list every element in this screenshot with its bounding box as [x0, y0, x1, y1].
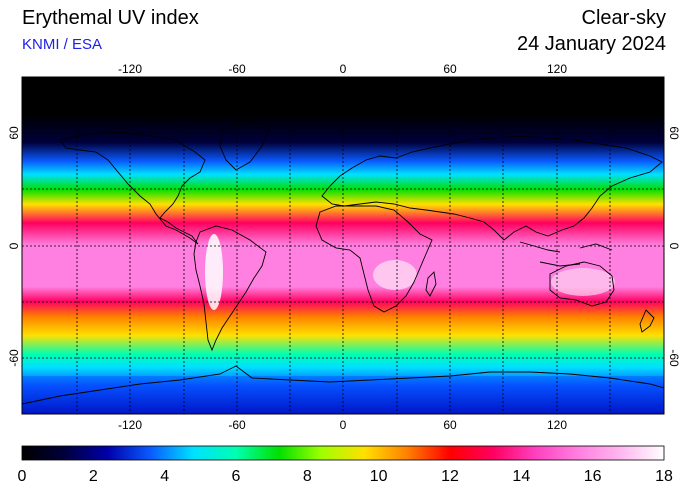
coast-antarctica	[22, 365, 664, 405]
lon-label-top-120: 120	[547, 62, 567, 76]
colorbar-label: 0	[18, 468, 27, 485]
graticule	[22, 77, 664, 414]
lon-label-top-0: 0	[340, 62, 347, 76]
colorbar-label: 4	[160, 468, 169, 485]
map-title: Erythemal UV index	[22, 7, 199, 29]
colorbar-label: 8	[303, 468, 312, 485]
lon-label-top-60: 60	[443, 62, 457, 76]
colorbar-label: 6	[232, 468, 241, 485]
lon-label-top-minus-120: -120	[118, 62, 142, 76]
lon-label-bottom-minus-120: -120	[118, 418, 142, 432]
colorbar-label: 18	[655, 468, 673, 485]
colorbar-label: 2	[89, 468, 98, 485]
colorbar-label: 16	[584, 468, 602, 485]
lat-label-right-0: 0	[667, 243, 681, 250]
lat-label-right-minus-60: -60	[667, 349, 681, 367]
coast-new-zealand	[639, 309, 655, 333]
andes-uv-peak	[205, 234, 223, 310]
coast-eurasia	[321, 135, 663, 241]
africa-uv-peak	[373, 260, 417, 290]
lon-label-bottom-120: 120	[547, 418, 567, 432]
colorbar-label: 14	[512, 468, 530, 485]
colorbar-label: 12	[441, 468, 459, 485]
lon-label-bottom-minus-60: -60	[228, 418, 246, 432]
colorbar-labels: 0 2 4 6 8 10 12 14 16 18	[18, 468, 673, 485]
coast-south-america	[193, 225, 267, 352]
lat-label-right-60: 60	[667, 126, 681, 140]
coast-north-america	[59, 131, 206, 245]
lon-label-bottom-0: 0	[340, 418, 347, 432]
coast-madagascar	[425, 271, 437, 297]
map-frame	[21, 76, 665, 415]
lat-label-left-0: 0	[7, 242, 21, 249]
sky-condition-label: Clear-sky	[581, 7, 666, 29]
map-date: 24 January 2024	[516, 33, 666, 55]
data-credit: KNMI / ESA	[22, 36, 103, 53]
coast-australia	[549, 261, 615, 307]
colorbar-label: 10	[370, 468, 388, 485]
coast-africa	[315, 205, 433, 313]
coastlines	[22, 121, 664, 405]
colorbar	[21, 445, 665, 461]
australia-uv-peak	[551, 268, 615, 296]
lat-label-left-60: 60	[7, 126, 21, 140]
coast-greenland	[219, 121, 271, 171]
lon-label-top-minus-60: -60	[228, 62, 246, 76]
lon-label-bottom-60: 60	[443, 418, 457, 432]
lat-label-left-minus-60: -60	[7, 349, 21, 367]
